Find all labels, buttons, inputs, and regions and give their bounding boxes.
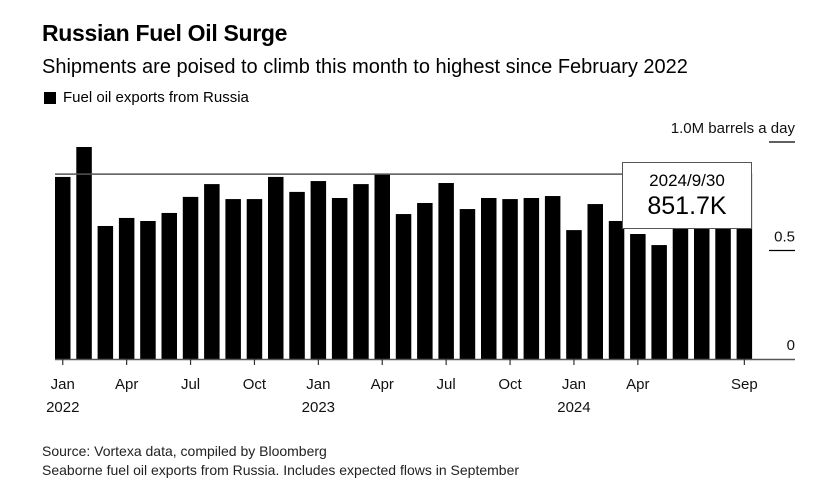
bar [204,184,220,359]
bar [76,146,92,359]
bar [374,174,390,359]
bar [523,197,540,359]
bar [331,197,348,359]
bar [608,220,625,359]
bar [481,197,497,359]
bar [310,181,327,359]
bar [544,196,561,359]
legend-label: Fuel oil exports from Russia [63,89,249,106]
source-note: Source: Vortexa data, compiled by Bloomb… [42,443,327,459]
bar [182,196,199,359]
legend-swatch [44,91,56,104]
bar [395,214,412,359]
tooltip-date: 2024/9/30 [649,171,725,190]
bar [630,234,646,359]
x-tick-label: Apr [626,376,649,393]
bar [55,176,71,359]
y-gridlines: 1.0M barrels a day 0.5 0 [671,120,796,354]
tooltip-value: 851.7K [647,192,727,220]
x-tick-label: Jan [51,376,75,393]
bar [502,199,518,359]
x-tick-label: Jan [562,376,586,393]
bar [566,230,582,359]
bar [140,220,156,359]
bar [225,199,241,359]
x-tick-label: Sep [731,376,758,393]
y-tick-label: 1.0M barrels a day [671,120,796,137]
bar [417,202,433,359]
bar [587,204,603,359]
x-tick-year: 2022 [46,399,79,416]
x-tick-label: Jul [437,376,456,393]
bar [118,217,135,359]
bar [268,176,284,359]
x-tick-year: 2023 [302,399,335,416]
chart-title: Russian Fuel Oil Surge [42,20,288,46]
tooltip: 2024/9/30 851.7K [622,162,752,229]
bar [694,202,710,359]
x-tick-label: Apr [371,376,394,393]
y-tick-label: 0 [787,337,795,354]
x-axis: Jan 2022 Apr Jul Oct Jan 2023 Apr Jul Oct Jan 2024 A… [46,358,795,416]
x-tick-year: 2024 [557,399,590,416]
bar [438,183,454,359]
bar [246,199,263,359]
bar [672,211,689,359]
footnote: Seaborne fuel oil exports from Russia. I… [42,462,520,478]
y-tick-label: 0.5 [774,229,795,246]
legend: Fuel oil exports from Russia [44,89,249,106]
bar [353,184,369,359]
x-tick-label: Oct [243,376,267,393]
bar [97,225,114,359]
x-tick-label: Apr [115,376,138,393]
bar [459,209,476,359]
x-tick-label: Jul [181,376,200,393]
x-tick-label: Oct [498,376,522,393]
bar [161,212,177,359]
chart-subtitle: Shipments are poised to climb this month… [42,56,688,78]
bars [55,146,753,359]
bar [651,245,667,359]
x-tick-label: Jan [306,376,330,393]
bar [715,196,731,359]
bar [289,191,305,359]
